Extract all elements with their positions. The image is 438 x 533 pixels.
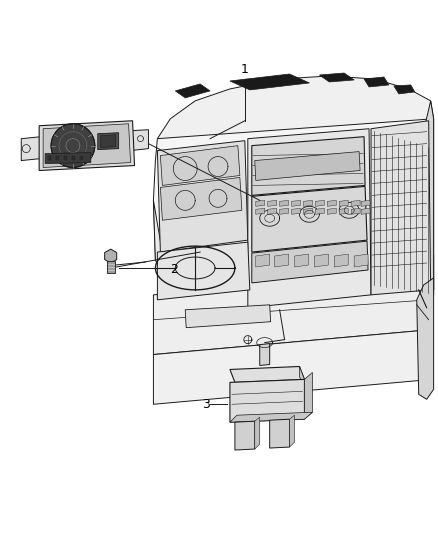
- Polygon shape: [248, 129, 371, 308]
- Polygon shape: [304, 373, 312, 419]
- Polygon shape: [270, 419, 290, 448]
- Polygon shape: [327, 208, 336, 214]
- Polygon shape: [304, 200, 312, 206]
- Polygon shape: [252, 241, 368, 283]
- Polygon shape: [351, 208, 360, 214]
- Polygon shape: [292, 208, 300, 214]
- Polygon shape: [290, 415, 294, 447]
- Polygon shape: [185, 305, 271, 328]
- Polygon shape: [256, 208, 265, 214]
- Polygon shape: [160, 177, 242, 220]
- Polygon shape: [157, 242, 250, 300]
- Polygon shape: [101, 135, 116, 148]
- Polygon shape: [230, 412, 312, 422]
- Polygon shape: [279, 200, 289, 206]
- Polygon shape: [421, 101, 434, 308]
- Polygon shape: [131, 130, 148, 151]
- Polygon shape: [153, 119, 434, 310]
- Polygon shape: [361, 200, 370, 206]
- Polygon shape: [319, 73, 354, 82]
- Polygon shape: [315, 200, 324, 206]
- Text: 1: 1: [241, 63, 249, 76]
- Polygon shape: [105, 249, 117, 263]
- Polygon shape: [292, 200, 300, 206]
- Polygon shape: [339, 208, 348, 214]
- Polygon shape: [230, 379, 304, 422]
- Polygon shape: [45, 152, 91, 164]
- Polygon shape: [63, 155, 68, 160]
- Polygon shape: [314, 254, 328, 267]
- Polygon shape: [339, 200, 348, 206]
- Polygon shape: [175, 84, 210, 98]
- Polygon shape: [394, 85, 415, 94]
- Polygon shape: [252, 136, 365, 196]
- Polygon shape: [157, 76, 434, 149]
- Polygon shape: [98, 133, 119, 150]
- Polygon shape: [364, 77, 389, 87]
- Polygon shape: [334, 254, 348, 267]
- Polygon shape: [300, 367, 304, 389]
- Polygon shape: [153, 200, 434, 310]
- Polygon shape: [417, 278, 434, 399]
- Polygon shape: [275, 254, 289, 267]
- Polygon shape: [354, 254, 368, 267]
- Polygon shape: [21, 136, 41, 160]
- Polygon shape: [160, 146, 240, 185]
- Polygon shape: [327, 200, 336, 206]
- Polygon shape: [153, 330, 431, 404]
- Polygon shape: [351, 200, 360, 206]
- Polygon shape: [371, 121, 431, 295]
- Polygon shape: [55, 155, 60, 160]
- Polygon shape: [230, 74, 309, 90]
- Polygon shape: [304, 208, 312, 214]
- Polygon shape: [235, 421, 255, 450]
- Polygon shape: [315, 208, 324, 214]
- Polygon shape: [252, 187, 367, 252]
- Polygon shape: [230, 367, 304, 382]
- Text: 3: 3: [202, 398, 210, 411]
- Polygon shape: [157, 141, 248, 252]
- Polygon shape: [255, 151, 360, 181]
- Polygon shape: [43, 124, 131, 167]
- Polygon shape: [153, 275, 431, 354]
- Polygon shape: [256, 254, 270, 267]
- Polygon shape: [47, 155, 52, 160]
- Polygon shape: [71, 155, 76, 160]
- Polygon shape: [260, 344, 270, 366]
- Polygon shape: [294, 254, 308, 267]
- Polygon shape: [279, 208, 289, 214]
- Polygon shape: [39, 121, 134, 171]
- Polygon shape: [255, 417, 260, 449]
- Polygon shape: [79, 155, 84, 160]
- Polygon shape: [361, 208, 370, 214]
- Polygon shape: [256, 200, 265, 206]
- Polygon shape: [268, 200, 277, 206]
- Polygon shape: [268, 208, 277, 214]
- Circle shape: [51, 124, 95, 167]
- Text: 2: 2: [170, 263, 178, 277]
- Polygon shape: [107, 261, 115, 273]
